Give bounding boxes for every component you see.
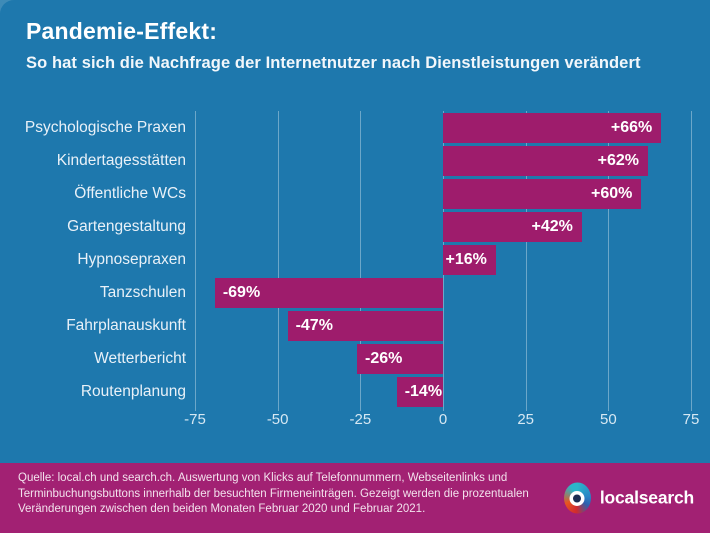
gridline bbox=[691, 111, 692, 411]
bar: +62% bbox=[443, 146, 648, 176]
category-label: Tanzschulen bbox=[99, 284, 186, 301]
bar-value-label: +16% bbox=[445, 251, 487, 268]
category-label: Hypnosepraxen bbox=[77, 251, 186, 268]
bar-value-label: -69% bbox=[222, 284, 261, 301]
footer: Quelle: local.ch und search.ch. Auswertu… bbox=[0, 463, 710, 533]
gridline bbox=[608, 111, 610, 411]
x-tick-label: 25 bbox=[517, 411, 534, 428]
bar-value-label: +62% bbox=[597, 152, 639, 169]
bar: +42% bbox=[443, 212, 582, 242]
gridline bbox=[195, 111, 196, 411]
category-label: Routenplanung bbox=[80, 383, 186, 400]
chart-row: Öffentliche WCs +60% bbox=[0, 179, 710, 209]
localsearch-logo: localsearch bbox=[563, 482, 694, 514]
gridline bbox=[525, 111, 527, 411]
bar-value-label: -14% bbox=[404, 383, 443, 400]
localsearch-logo-text: localsearch bbox=[599, 487, 694, 508]
category-label: Fahrplanauskunft bbox=[66, 317, 186, 334]
category-label: Kindertagesstätten bbox=[56, 152, 186, 169]
chart-row: Tanzschulen -69% bbox=[0, 278, 710, 308]
bar-value-label: +66% bbox=[610, 119, 653, 136]
bar-value-label: +42% bbox=[531, 218, 573, 235]
x-tick-label: -75 bbox=[184, 411, 206, 428]
chart-row: Gartengestaltung +42% bbox=[0, 212, 710, 242]
source-note-line: Terminbuchungsbuttons innerhalb der besu… bbox=[18, 487, 529, 500]
chart-row: Hypnosepraxen +16% bbox=[0, 245, 710, 275]
chart-row: Wetterbericht -26% bbox=[0, 344, 710, 374]
bar: +60% bbox=[443, 179, 642, 209]
category-label: Psychologische Praxen bbox=[24, 119, 186, 136]
x-tick-label: 0 bbox=[438, 411, 448, 428]
bar-value-label: +60% bbox=[591, 185, 633, 202]
x-tick-label: 75 bbox=[682, 411, 700, 428]
chart-row: Fahrplanauskunft -47% bbox=[0, 311, 710, 341]
chart-row: Kindertagesstätten +62% bbox=[0, 146, 710, 176]
gridline bbox=[277, 111, 279, 411]
bar: -69% bbox=[214, 278, 443, 308]
category-label: Gartengestaltung bbox=[67, 218, 186, 235]
chart-row: Psychologische Praxen +66% bbox=[0, 113, 710, 143]
x-tick-label: -25 bbox=[349, 411, 372, 428]
header: Pandemie-Effekt: So hat sich die Nachfra… bbox=[26, 18, 686, 73]
gridline bbox=[360, 111, 362, 411]
bar-value-label: -26% bbox=[365, 350, 403, 367]
source-note: Quelle: local.ch und search.ch. Auswertu… bbox=[18, 471, 529, 518]
bar-chart: Psychologische Praxen +66% Kindertagesstät… bbox=[0, 105, 710, 435]
bar: -26% bbox=[357, 344, 443, 374]
bar: +66% bbox=[443, 113, 662, 143]
localsearch-logo-icon bbox=[563, 482, 591, 514]
page-subtitle: So hat sich die Nachfrage der Internetnu… bbox=[26, 54, 641, 72]
page-title: Pandemie-Effekt: bbox=[26, 18, 218, 44]
bar: -47% bbox=[287, 311, 443, 341]
bar-value-label: -47% bbox=[295, 317, 333, 334]
chart-row: Routenplanung -14% bbox=[0, 377, 710, 407]
bar: +16% bbox=[443, 245, 496, 275]
x-tick-label: 50 bbox=[599, 411, 617, 428]
x-tick-label: -50 bbox=[266, 411, 289, 428]
source-note-line: Veränderungen zwischen den beiden Monate… bbox=[18, 503, 426, 515]
category-label: Wetterbericht bbox=[94, 350, 186, 367]
category-label: Öffentliche WCs bbox=[74, 185, 186, 202]
x-axis: -75 -50 -25 0 25 50 75 bbox=[184, 411, 699, 433]
chart-rows: Psychologische Praxen +66% Kindertagesstät… bbox=[0, 113, 710, 413]
source-note-line: Quelle: local.ch und search.ch. Auswertu… bbox=[18, 472, 508, 484]
bar: -14% bbox=[396, 377, 443, 407]
